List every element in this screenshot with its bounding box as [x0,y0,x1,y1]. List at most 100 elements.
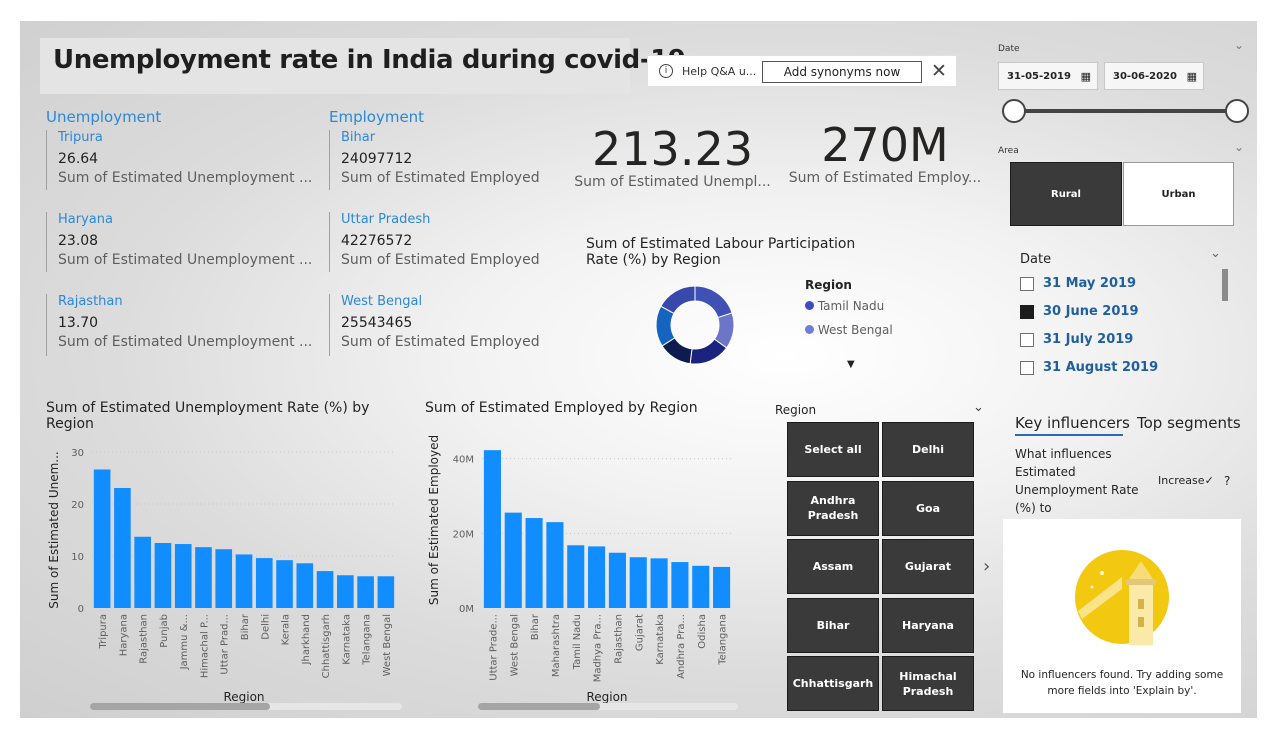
donut-title-line: Rate (%) by Region [586,252,721,268]
bar[interactable] [174,544,192,608]
bar[interactable] [713,566,731,608]
date-item[interactable]: 31 July 2019 [1043,332,1134,347]
date-slider-start-handle[interactable] [1002,99,1026,123]
bar[interactable] [316,571,334,608]
horizontal-scrollbar-thumb[interactable] [478,703,600,710]
tab-key-influencers[interactable]: Key influencers [1015,414,1130,432]
date-slider-end-handle[interactable] [1225,99,1249,123]
calendar-icon[interactable]: ▦ [1186,70,1197,83]
bar[interactable] [377,576,395,608]
region-slicer-item[interactable]: Chhattisgarh [787,656,879,711]
empty-message-line: No influencers found. Try adding some [1020,669,1224,681]
bar[interactable] [276,560,293,608]
x-tick-label: Madhya Pra... [593,614,604,682]
card-label: Sum of Estimated Unemployment ... [58,252,313,268]
date-checkbox[interactable] [1020,333,1034,347]
y-axis-title: Sum of Estimated Unem... [47,451,61,608]
area-option-rural[interactable]: Rural [1010,162,1122,226]
bar[interactable] [504,512,522,608]
x-tick-label: Maharashtra [551,614,562,677]
close-icon[interactable]: ✕ [931,60,947,82]
legend-label: West Bengal [817,323,893,337]
region-slicer-item[interactable]: Haryana [882,597,974,653]
horizontal-scrollbar-thumb[interactable] [90,703,270,710]
bar[interactable] [235,554,253,608]
donut-legend-item[interactable]: West Bengal [805,323,893,337]
date-start-field[interactable]: 31-05-2019 ▦ [998,62,1098,90]
bar[interactable] [629,557,647,608]
bar[interactable] [671,562,689,608]
employment-heading: Employment [329,108,425,126]
bar[interactable] [525,518,543,608]
question-line: Unemployment Rate [1015,483,1139,497]
bar[interactable] [483,450,501,608]
card-label: Sum of Estimated Employed [341,170,540,186]
bar[interactable] [93,469,111,608]
date-list-scrollbar[interactable] [1222,269,1228,301]
donut-slice[interactable] [694,285,733,319]
date-item[interactable]: 31 August 2019 [1043,360,1159,375]
bar[interactable] [296,563,314,608]
date-start-value: 31-05-2019 [1007,71,1071,82]
region-slicer-item[interactable]: Bihar [787,597,879,653]
card-label: Sum of Estimated Unemployment ... [58,334,313,350]
date-item[interactable]: 31 May 2019 [1043,276,1137,291]
bar[interactable] [215,549,233,608]
bar[interactable] [255,558,273,608]
direction-dropdown[interactable]: Increase✓ [1158,474,1214,487]
bar[interactable] [357,576,374,608]
bar[interactable] [154,543,172,608]
calendar-icon[interactable]: ▦ [1080,70,1091,83]
chevron-down-icon[interactable]: ⌄ [1234,140,1245,154]
employed-bar-chart[interactable]: 0M 20M 40M Uttar Prade... West Bengal Bihar Ma… [424,420,744,715]
card-value: 24097712 [341,151,413,167]
legend-more-icon[interactable]: ▼ [847,359,855,370]
bar[interactable] [337,575,354,608]
donut-legend-item[interactable]: Tamil Nadu [805,299,884,313]
bar[interactable] [195,547,212,608]
bar[interactable] [650,558,668,608]
info-icon: i [659,64,673,78]
dropdown-value: Increase [1158,474,1205,487]
chevron-down-icon[interactable]: ⌄ [1234,38,1245,52]
help-icon[interactable]: ? [1224,474,1231,488]
qa-help-text[interactable]: Help Q&A u... [682,65,757,78]
unemployment-bar-chart[interactable]: 0 10 20 30 Tripura Haryana Rajasthan Punjab Jamm… [44,440,404,715]
donut-slice[interactable] [660,285,696,315]
date-slider-track[interactable] [1013,109,1237,113]
area-option-urban[interactable]: Urban [1123,162,1234,226]
date-checkbox[interactable] [1020,361,1034,375]
bar[interactable] [567,545,585,608]
x-tick-label: Rajasthan [139,614,150,664]
bar[interactable] [692,565,710,608]
region-slicer-item[interactable]: Himachal Pradesh [882,656,974,711]
region-slicer-item[interactable]: Assam [787,539,879,594]
chevron-down-icon[interactable]: ⌄ [973,400,984,415]
add-synonyms-button[interactable]: Add synonyms now [762,61,922,83]
chevron-right-icon[interactable]: › [983,556,991,577]
bar[interactable] [114,487,131,608]
region-slicer-item[interactable]: Andhra Pradesh [787,480,879,536]
card-label: Sum of Estimated Unemployment ... [58,170,313,186]
date-item[interactable]: 30 June 2019 [1043,304,1139,319]
chevron-down-icon[interactable]: ⌄ [1210,246,1221,261]
donut-title-line: Sum of Estimated Labour Participation [586,236,856,252]
bar[interactable] [608,552,626,608]
region-slicer-item[interactable]: Delhi [882,422,974,477]
y-tick-label: 10 [71,552,84,563]
date-checkbox[interactable] [1020,305,1034,319]
date-end-field[interactable]: 30-06-2020 ▦ [1104,62,1204,90]
region-slicer-item[interactable]: Gujarat [882,539,974,594]
bar[interactable] [588,546,606,608]
tab-top-segments[interactable]: Top segments [1137,414,1241,432]
bar[interactable] [134,536,151,608]
bar[interactable] [546,522,564,608]
y-tick-label: 20M [453,529,474,540]
region-slicer-title: Region [775,403,817,417]
x-tick-label: Odisha [697,614,708,649]
region-slicer-item[interactable]: Select all [787,422,879,477]
donut-chart[interactable] [652,282,738,368]
date-checkbox[interactable] [1020,277,1034,291]
region-slicer-item[interactable]: Goa [882,480,974,536]
x-tick-label: Uttar Prad... [220,614,231,675]
